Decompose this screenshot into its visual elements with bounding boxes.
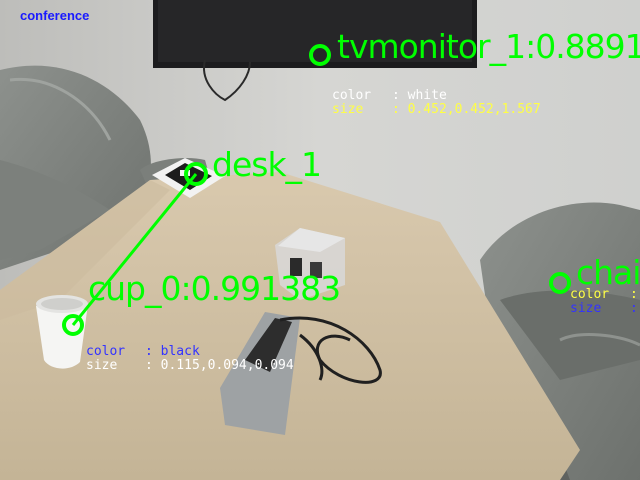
white-cup bbox=[36, 295, 88, 369]
cup-size-key: size bbox=[86, 358, 118, 373]
right-chair bbox=[480, 202, 640, 480]
chair-label: chai bbox=[576, 253, 640, 292]
chair-size-value: : bbox=[630, 301, 638, 316]
cup-marker bbox=[62, 314, 84, 336]
desk-marker bbox=[184, 162, 208, 186]
tvmonitor-color-value: : white bbox=[392, 88, 447, 103]
desk-label: desk_1 bbox=[212, 145, 322, 184]
power-strip bbox=[220, 312, 382, 435]
cup-color-key: color bbox=[86, 344, 126, 359]
scene-title: conference bbox=[20, 8, 90, 23]
cup-desk-link bbox=[71, 173, 198, 326]
cup-size-value: : 0.115,0.094,0.094 bbox=[145, 358, 294, 373]
tv-monitor bbox=[153, 0, 477, 102]
tvmonitor-color-key: color bbox=[332, 88, 372, 103]
cup-color-value: : black bbox=[145, 344, 200, 359]
tvmonitor-marker bbox=[309, 44, 331, 66]
cup-label: cup_0:0.991383 bbox=[88, 269, 341, 308]
chair-size-key: size bbox=[570, 301, 602, 316]
table-shade bbox=[0, 180, 170, 320]
clear-box bbox=[275, 228, 345, 300]
chair-color-value: : bbox=[630, 287, 638, 302]
tvmonitor-size-value: : 0.452,0.452,1.567 bbox=[392, 102, 541, 117]
chair-marker bbox=[549, 272, 571, 294]
tvmonitor-size-key: size bbox=[332, 102, 364, 117]
tvmonitor-label: tvmonitor_1:0.8891 bbox=[337, 27, 640, 66]
chair-color-key: color bbox=[570, 287, 610, 302]
